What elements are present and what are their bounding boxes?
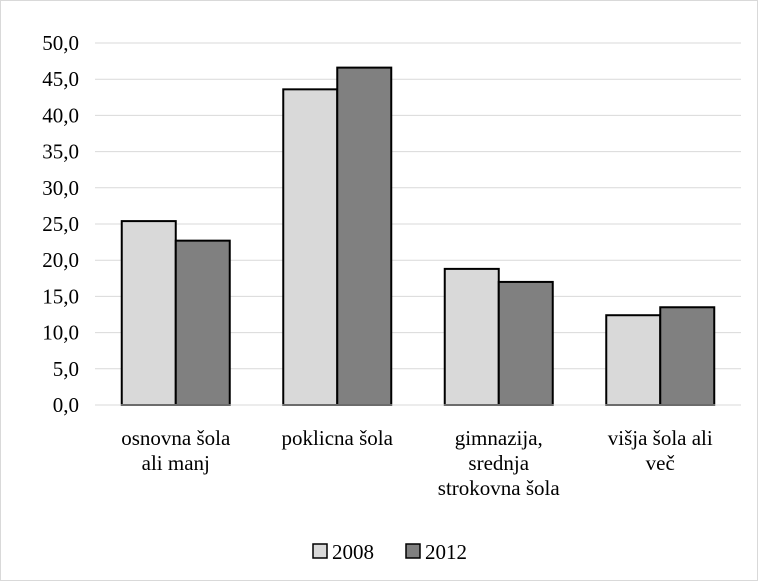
legend-label: 2012 xyxy=(425,540,467,564)
bar-2012 xyxy=(174,239,231,406)
x-category-label-line: gimnazija, xyxy=(455,426,543,450)
bar-2012 xyxy=(659,306,716,407)
bar-2008 xyxy=(443,267,500,406)
y-tick-label: 35,0 xyxy=(42,140,79,164)
y-tick-label: 15,0 xyxy=(42,284,79,308)
y-tick-label: 10,0 xyxy=(42,321,79,345)
bar-2012 xyxy=(497,280,554,407)
x-category-label-line: osnovna šola xyxy=(121,426,231,450)
x-category-label-line: več xyxy=(646,451,675,475)
y-tick-label: 45,0 xyxy=(42,67,79,91)
y-tick-label: 0,0 xyxy=(53,393,79,417)
y-tick-label: 25,0 xyxy=(42,212,79,236)
bar-2008 xyxy=(282,88,339,406)
x-category-label-line: višja šola ali xyxy=(608,426,713,450)
y-axis-ticks: 0,0 5,0 10,0 15,0 20,0 25,0 30,0 35,0 40,0 45,0 50… xyxy=(42,31,79,417)
legend: 2008 2012 xyxy=(312,540,467,564)
x-category-label: poklicna šola xyxy=(282,426,394,450)
legend-label: 2008 xyxy=(332,540,374,564)
y-tick-label: 50,0 xyxy=(42,31,79,55)
bars xyxy=(120,66,716,407)
x-axis-categories: osnovna šola ali manj poklicna šola gimnazi… xyxy=(121,426,713,500)
y-tick-label: 30,0 xyxy=(42,176,79,200)
y-tick-label: 20,0 xyxy=(42,248,79,272)
bar-2008 xyxy=(120,220,177,406)
bar-2012 xyxy=(336,66,393,406)
bar-2008 xyxy=(605,314,662,406)
y-tick-label: 40,0 xyxy=(42,103,79,127)
x-category-label-line: ali manj xyxy=(142,451,210,475)
legend-swatch-2012 xyxy=(405,543,421,559)
y-tick-label: 5,0 xyxy=(53,357,79,381)
x-category-label: gimnazija, srednja strokovna šola xyxy=(438,426,561,500)
x-category-label: višja šola ali več xyxy=(608,426,713,475)
x-category-label-line: srednja xyxy=(468,451,529,475)
x-category-label: osnovna šola ali manj xyxy=(121,426,231,475)
x-category-label-line: poklicna šola xyxy=(282,426,394,450)
x-category-label-line: strokovna šola xyxy=(438,476,561,500)
legend-swatch-2008 xyxy=(312,543,328,559)
